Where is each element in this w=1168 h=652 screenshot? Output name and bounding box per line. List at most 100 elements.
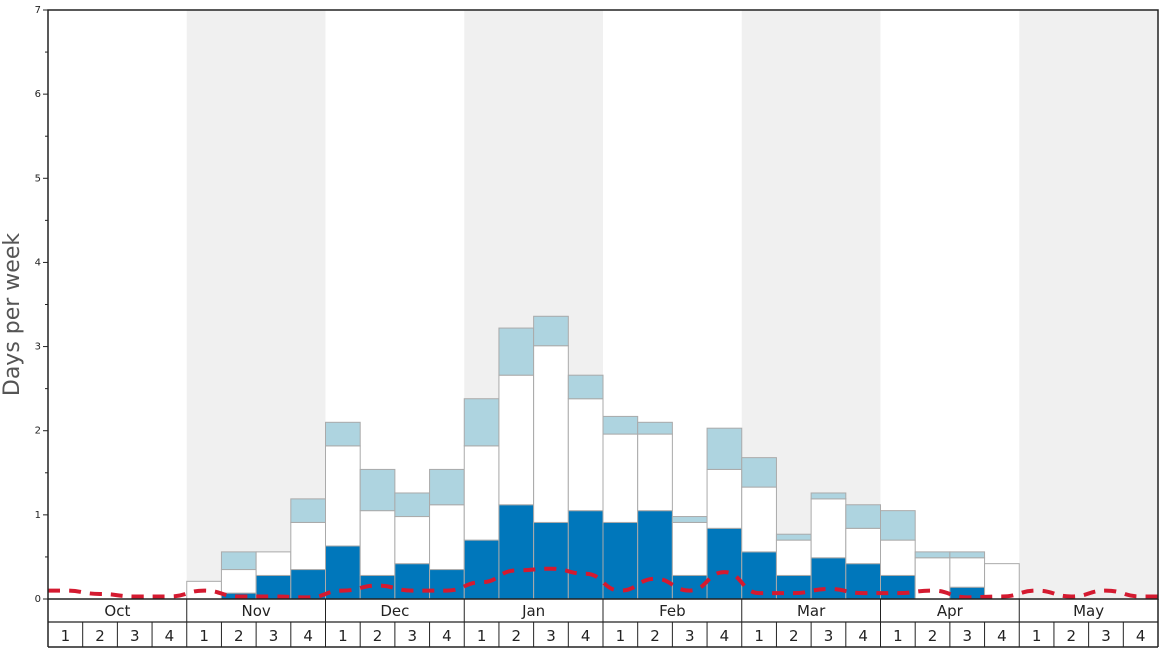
y-tick-label: 6 xyxy=(35,89,41,100)
bar-segment-mid xyxy=(255,551,292,576)
week-label: 1 xyxy=(754,627,764,645)
bar-segment-mid xyxy=(220,569,257,594)
bar-segment-light xyxy=(880,510,916,541)
bar-segment-mid xyxy=(463,445,500,541)
bar-segment-light xyxy=(429,468,465,506)
week-label: 1 xyxy=(893,627,903,645)
bar-segment-mid xyxy=(394,516,431,565)
week-label: 3 xyxy=(130,627,140,645)
y-tick-label: 0 xyxy=(35,594,41,605)
bar-segment-dark xyxy=(706,527,743,600)
bar-segment-dark xyxy=(810,557,847,600)
bar-segment-mid xyxy=(602,433,639,523)
bar-segment-dark xyxy=(463,539,500,600)
y-tick-label: 4 xyxy=(35,257,41,268)
week-label: 2 xyxy=(95,627,105,645)
week-label: 3 xyxy=(546,627,556,645)
bar-segment-light xyxy=(775,533,812,541)
bar-segment-light xyxy=(914,551,951,559)
bar-segment-light xyxy=(498,327,535,376)
bar-segment-light xyxy=(220,551,257,571)
week-label: 2 xyxy=(928,627,938,645)
week-label: 4 xyxy=(720,627,730,645)
average-line-layer xyxy=(48,566,1158,600)
bar-segment-mid xyxy=(845,527,881,565)
bar-segment-light xyxy=(394,492,431,518)
bar-segment-mid xyxy=(290,521,326,571)
week-label: 1 xyxy=(477,627,487,645)
month-label-mar: Mar xyxy=(797,602,826,620)
bar-segment-mid xyxy=(637,433,673,512)
month-label-apr: Apr xyxy=(937,602,964,620)
week-label: 4 xyxy=(997,627,1007,645)
bar-segment-dark xyxy=(498,504,535,600)
month-label-nov: Nov xyxy=(241,602,270,620)
bar-segment-light xyxy=(290,498,326,523)
bar-segment-mid xyxy=(949,557,986,588)
month-shade-may xyxy=(1019,10,1158,599)
week-label: 3 xyxy=(685,627,695,645)
week-label: 4 xyxy=(442,627,452,645)
week-label: 4 xyxy=(858,627,868,645)
bar-segment-mid xyxy=(533,345,569,523)
bar-segment-light xyxy=(949,551,986,559)
week-label: 4 xyxy=(581,627,591,645)
bar-segment-mid xyxy=(741,486,777,553)
bar-segment-dark xyxy=(533,521,569,600)
bar-segment-light xyxy=(533,315,569,347)
x-axis: Oct Nov Dec Jan Feb Mar Apr May 1 2 3 4 1 2 3 4 1 2 3 4 1 2 3 4… xyxy=(47,599,1159,648)
bar-segment-mid xyxy=(706,468,743,529)
bar-segment-dark xyxy=(567,510,604,600)
month-label-dec: Dec xyxy=(380,602,409,620)
bar-segment-mid xyxy=(567,398,604,512)
bar-segment-light xyxy=(845,504,881,529)
week-label: 1 xyxy=(199,627,209,645)
bar-segment-mid xyxy=(498,374,535,506)
bar-segment-mid xyxy=(880,539,916,576)
bar-segment-light xyxy=(325,421,361,447)
bar-segment-light xyxy=(567,374,604,400)
bar-segment-light xyxy=(741,457,777,488)
bar-segment-light xyxy=(671,516,708,523)
bar-segment-light xyxy=(637,421,673,435)
average-line xyxy=(48,566,1158,600)
week-label: 1 xyxy=(338,627,348,645)
month-label-jan: Jan xyxy=(521,602,545,620)
week-label: 3 xyxy=(824,627,834,645)
week-label: 2 xyxy=(1067,627,1077,645)
bar-segment-mid xyxy=(671,521,708,576)
y-tick-label: 7 xyxy=(35,5,41,16)
y-tick-label: 5 xyxy=(35,173,41,184)
week-label: 4 xyxy=(1136,627,1146,645)
plot-frame xyxy=(47,9,1159,600)
week-label: 2 xyxy=(512,627,522,645)
week-label: 2 xyxy=(373,627,383,645)
bar-segment-mid xyxy=(775,539,812,576)
week-label: 2 xyxy=(234,627,244,645)
week-label: 3 xyxy=(269,627,279,645)
week-label: 2 xyxy=(650,627,660,645)
week-label: 1 xyxy=(61,627,71,645)
week-label: 1 xyxy=(616,627,626,645)
y-tick-label: 2 xyxy=(35,426,41,437)
bar-segment-mid xyxy=(359,510,396,576)
month-label-feb: Feb xyxy=(659,602,686,620)
y-axis-label: Days per week xyxy=(0,233,25,396)
bar-segment-dark xyxy=(394,563,431,600)
bar-segment-light xyxy=(810,492,847,500)
bar-segment-dark xyxy=(775,574,812,600)
bars xyxy=(186,315,1020,600)
y-tick-label: 3 xyxy=(35,342,41,353)
bar-segment-light xyxy=(602,415,639,435)
y-tick-label: 1 xyxy=(35,510,41,521)
week-label: 1 xyxy=(1032,627,1042,645)
y-axis: 0 1 2 3 4 5 6 7 xyxy=(35,5,48,605)
month-shading xyxy=(186,10,1158,599)
bar-segment-light xyxy=(463,398,500,447)
bar-segment-mid xyxy=(984,563,1020,600)
bar-segment-light xyxy=(359,468,396,512)
bar-segment-dark xyxy=(637,510,673,600)
bar-segment-light xyxy=(706,427,743,470)
